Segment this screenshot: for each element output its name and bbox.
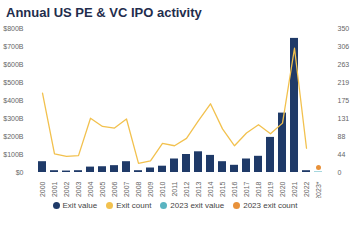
svg-text:2002: 2002: [63, 181, 70, 197]
svg-text:2016: 2016: [231, 181, 238, 197]
svg-text:350: 350: [338, 25, 350, 32]
html-text:2023 exit count: 2023 exit count: [243, 200, 298, 210]
svg-text:2013: 2013: [195, 181, 202, 197]
svg-text:$700B: $700B: [3, 43, 24, 50]
svg-text:2014: 2014: [207, 181, 214, 197]
svg-text:2011: 2011: [171, 181, 178, 196]
html-text:2023 exit value: 2023 exit value: [170, 200, 225, 210]
svg-text:$300B: $300B: [3, 115, 24, 122]
svg-text:306: 306: [338, 43, 350, 50]
svg-text:263: 263: [338, 61, 350, 68]
svg-text:2020: 2020: [279, 181, 286, 197]
svg-text:2001: 2001: [51, 181, 58, 197]
svg-text:2022: 2022: [303, 181, 310, 197]
svg-text:2021: 2021: [291, 181, 298, 197]
svg-text:2007: 2007: [123, 181, 130, 197]
svg-text:0: 0: [338, 169, 342, 176]
svg-text:$400B: $400B: [3, 97, 24, 104]
html-text:Exit value: Exit value: [62, 200, 98, 210]
svg-text:2009: 2009: [147, 181, 154, 197]
svg-text:2004: 2004: [87, 181, 94, 197]
svg-text:2006: 2006: [111, 181, 118, 197]
svg-text:44: 44: [338, 151, 346, 158]
svg-text:2010: 2010: [159, 181, 166, 197]
svg-text:2017: 2017: [243, 181, 250, 197]
svg-text:2008: 2008: [135, 181, 142, 197]
svg-text:2003: 2003: [75, 181, 82, 197]
svg-text:2000: 2000: [39, 181, 46, 197]
svg-text:88: 88: [338, 133, 346, 140]
svg-text:$800B: $800B: [3, 25, 24, 32]
svg-text:$100B: $100B: [3, 151, 24, 158]
svg-text:2012: 2012: [183, 181, 190, 197]
svg-text:2019: 2019: [267, 181, 274, 197]
svg-text:$500B: $500B: [3, 79, 24, 86]
svg-text:$0: $0: [16, 169, 24, 176]
svg-text:175: 175: [338, 97, 350, 104]
svg-text:2018: 2018: [255, 181, 262, 197]
svg-text:131: 131: [338, 115, 350, 122]
svg-text:$600B: $600B: [3, 61, 24, 68]
svg-text:219: 219: [338, 79, 350, 86]
html-text:Annual US PE & VC IPO activity: Annual US PE & VC IPO activity: [6, 5, 202, 20]
svg-text:2023*: 2023*: [315, 181, 322, 198]
html-text:Exit count: Exit count: [116, 200, 152, 210]
svg-text:2015: 2015: [219, 181, 226, 197]
svg-text:$200B: $200B: [3, 133, 24, 140]
svg-text:2005: 2005: [99, 181, 106, 197]
